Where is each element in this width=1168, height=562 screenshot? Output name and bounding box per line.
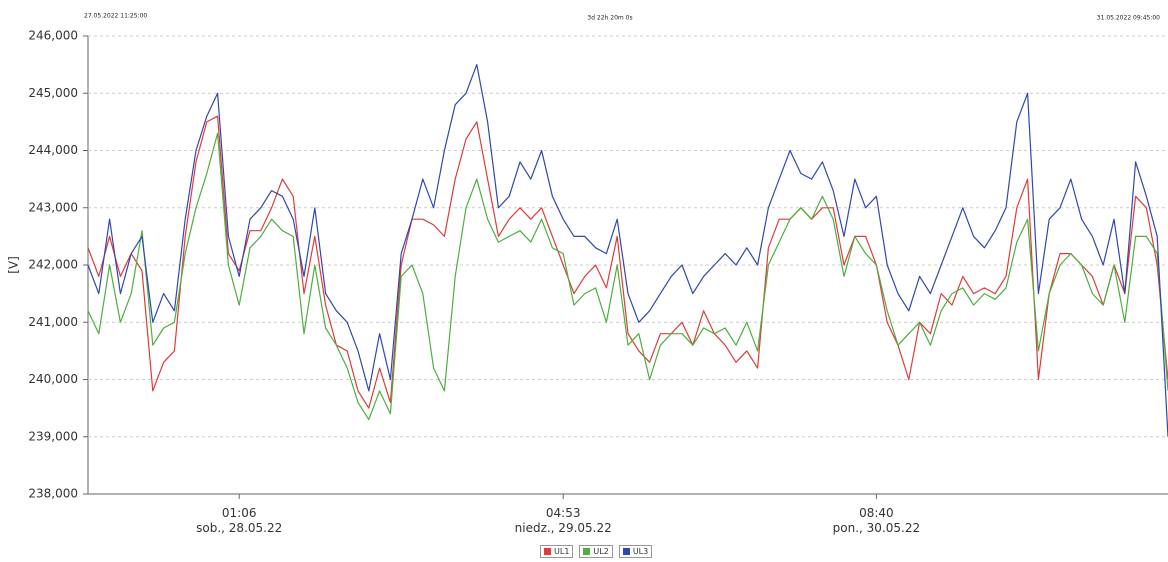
legend-label: UL1 (554, 547, 570, 556)
y-tick-label: 239,000 (28, 429, 78, 443)
y-tick-label: 244,000 (28, 143, 78, 157)
y-tick-label: 245,000 (28, 86, 78, 100)
series-line (87, 63, 1168, 437)
legend-swatch (583, 548, 591, 555)
legend-item: UL1 (540, 545, 574, 558)
y-axis-label: [V] (7, 256, 21, 274)
y-tick-label: 240,000 (28, 372, 78, 386)
series-line (87, 115, 1168, 409)
span-label: 3d 22h 20m 0s (587, 15, 632, 22)
y-tick-label: 242,000 (28, 258, 78, 272)
y-tick-label: 246,000 (28, 29, 78, 43)
x-tick-label: 01:06 sob., 28.05.22 (196, 506, 283, 535)
legend: UL1 UL2 UL3 (540, 545, 653, 558)
end-label: 31.05.2022 09:45:00 (1097, 15, 1160, 22)
legend-label: UL2 (593, 547, 609, 556)
legend-item: UL2 (579, 545, 613, 558)
y-tick-label: 238,000 (28, 487, 78, 501)
y-tick-label: 241,000 (28, 315, 78, 329)
x-tick-label: 04:53 niedz., 29.05.22 (514, 506, 612, 535)
series-line (87, 132, 1168, 421)
y-tick-label: 243,000 (28, 200, 78, 214)
legend-item: UL3 (618, 545, 653, 558)
legend-label: UL3 (632, 547, 649, 556)
x-tick-label: 08:40 pon., 30.05.22 (832, 506, 921, 535)
legend-swatch (622, 548, 630, 555)
legend-swatch (544, 548, 551, 555)
start-label: 27.05.2022 11:25:00 (84, 13, 147, 20)
chart: 27.05.2022 11:25:00 3d 22h 20m 0s 31.05.… (7, 13, 1168, 501)
